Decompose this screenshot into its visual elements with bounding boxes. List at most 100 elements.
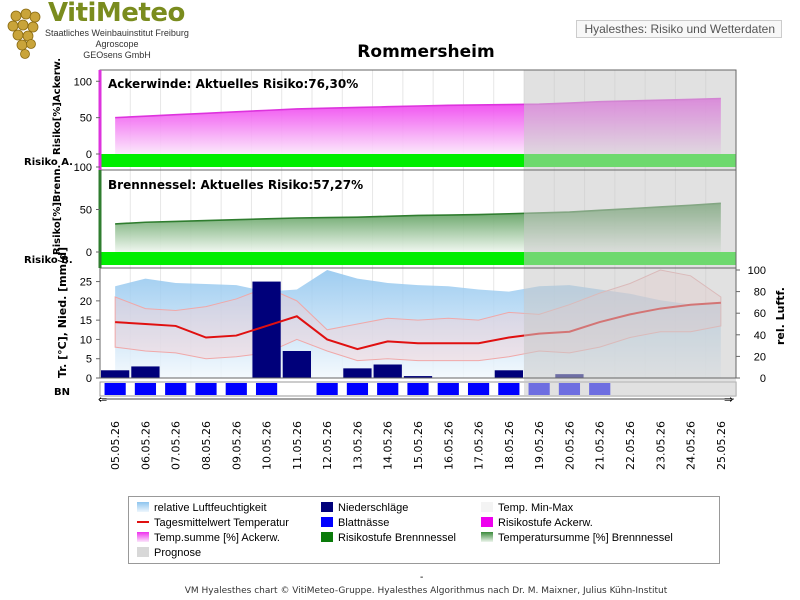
ackerwinde-panel-title: Ackerwinde: Aktuelles Risiko:76,30%: [108, 77, 358, 91]
scroll-left-icon: ⇐: [98, 393, 107, 406]
weather-ytick-right-label: 100: [748, 265, 766, 277]
date-tick-label: 07.05.26: [170, 421, 183, 470]
date-tick-label: 17.05.26: [473, 421, 486, 470]
prognose-overlay: [524, 70, 736, 396]
legend-item-humidity: relative Luftfeuchtigkeit: [137, 501, 267, 515]
date-tick-label: 20.05.26: [563, 421, 576, 470]
leafwet-mark-09.05.26: [225, 383, 247, 395]
date-tick-label: 23.05.26: [654, 421, 667, 470]
date-tick-label: 06.05.26: [139, 421, 152, 470]
legend-item-temp-mean: Tagesmittelwert Temperatur: [137, 516, 289, 530]
legend-label: Temp. Min-Max: [498, 502, 574, 514]
leafwet-mark-12.05.26: [316, 383, 338, 395]
date-tick-label: 08.05.26: [200, 421, 213, 470]
weather-ytick-left-label: 25: [80, 277, 92, 289]
brennnessel-ylabel: Risiko[%]Brenn.: [52, 165, 63, 255]
precip-bar-11.05.26: [282, 351, 311, 378]
precip-bar-15.05.26: [403, 376, 433, 378]
leafwet-mark-06.05.26: [134, 383, 157, 395]
ackerwinde-ylabel: Risiko[%]Ackerw.: [52, 58, 63, 155]
date-tick-label: 19.05.26: [533, 421, 546, 470]
brennnessel-ytick-label: 0: [86, 247, 92, 259]
weather-ytick-right-label: 80: [754, 287, 766, 299]
date-tick-label: 10.05.26: [261, 421, 274, 470]
precip-bar-06.05.26: [131, 366, 160, 378]
precip-bar-18.05.26: [494, 370, 523, 378]
legend-label: Temperatursumme [%] Brennnessel: [498, 532, 673, 544]
weather-ylabel-left: Tr. [°C], Nied. [mm/d]: [56, 247, 69, 378]
weather-ytick-left-label: 0: [86, 373, 92, 385]
legend-label: Risikostufe Ackerw.: [498, 517, 593, 529]
brennnessel-ytick-label: 50: [80, 205, 92, 217]
legend-item-leafwet: Blattnässe: [321, 516, 389, 530]
grape-icon: [7, 8, 41, 59]
leafwet-mark-16.05.26: [437, 383, 459, 395]
footer-copyright: VM Hyalesthes chart © VitiMeteo-Gruppe. …: [184, 586, 668, 596]
logo-name: VitiMeteo: [48, 0, 185, 28]
date-tick-label: 13.05.26: [351, 421, 364, 470]
legend-item-risk-ackerwinde: Risikostufe Ackerw.: [481, 516, 593, 530]
leafwet-row-label: BN: [54, 387, 70, 398]
station-title: Rommersheim: [357, 42, 495, 62]
weather-ytick-right-label: 0: [760, 373, 766, 385]
date-tick-label: 05.05.26: [109, 421, 122, 470]
weather-ytick-left-label: 10: [80, 334, 92, 346]
date-tick-label: 16.05.26: [442, 421, 455, 470]
legend-item-precip: Niederschläge: [321, 501, 408, 515]
legend-label: Prognose: [154, 547, 202, 559]
date-tick-label: 12.05.26: [321, 421, 334, 470]
scroll-right-icon: ⇒: [724, 393, 733, 406]
leafwet-mark-10.05.26: [255, 383, 278, 395]
legend-item-tempsum-brennnessel: Temperatursumme [%] Brennnessel: [481, 531, 673, 545]
precip-bar-13.05.26: [343, 368, 372, 378]
vitimeteo-logo: VitiMeteo Staatliches Weinbauinstitut Fr…: [4, 0, 204, 64]
date-tick-label: 25.05.26: [715, 421, 728, 470]
leafwet-mark-05.05.26: [104, 383, 126, 395]
date-tick-label: 09.05.26: [230, 421, 243, 470]
weather-ytick-left-label: 15: [80, 315, 92, 327]
legend-item-risk-brennnessel: Risikostufe Brennnessel: [321, 531, 456, 545]
legend-label: Temp.summe [%] Ackerw.: [154, 532, 280, 544]
logo-line-geosens: GEOsens GmbH: [83, 50, 151, 60]
leafwet-mark-07.05.26: [165, 383, 187, 395]
date-tick-label: 24.05.26: [685, 421, 698, 470]
leafwet-mark-17.05.26: [467, 383, 490, 395]
ackerwinde-row-label: Risiko A.: [24, 157, 73, 168]
brennnessel-row-label: Risiko B.: [24, 255, 73, 266]
weather-ytick-left-label: 20: [80, 296, 92, 308]
weather-ytick-right-label: 60: [754, 308, 766, 320]
date-tick-label: 15.05.26: [412, 421, 425, 470]
precip-bar-14.05.26: [373, 364, 402, 378]
date-tick-label: 22.05.26: [624, 421, 637, 470]
legend-item-tempsum-ackerwinde: Temp.summe [%] Ackerw.: [137, 531, 280, 545]
legend-label: Tagesmittelwert Temperatur: [154, 517, 289, 529]
date-tick-label: 11.05.26: [291, 421, 304, 470]
logo-line-agroscope: Agroscope: [95, 39, 139, 49]
weather-ytick-right-label: 20: [754, 351, 766, 363]
brennnessel-panel-title: Brennnessel: Aktuelles Risiko:57,27%: [108, 178, 363, 192]
leafwet-mark-08.05.26: [195, 383, 217, 395]
brennnessel-ytick-label: 100: [74, 162, 92, 174]
weather-panel-frame: [99, 267, 737, 379]
weather-ylabel-right: rel. Luftf.: [774, 287, 787, 345]
leafwet-mark-15.05.26: [407, 383, 429, 395]
weather-ytick-left-label: 5: [86, 354, 92, 366]
footer-dash: -: [420, 572, 424, 583]
legend: relative Luftfeuchtigkeit Niederschläge …: [128, 496, 720, 564]
chart-type-tab[interactable]: Hyalesthes: Risiko und Wetterdaten: [576, 20, 782, 38]
legend-item-prognose: Prognose: [137, 546, 201, 560]
logo-line-institute: Staatliches Weinbauinstitut Freiburg: [45, 28, 189, 38]
ackerwinde-ytick-label: 50: [80, 113, 92, 125]
legend-label: Risikostufe Brennnessel: [338, 532, 457, 544]
legend-label: relative Luftfeuchtigkeit: [154, 502, 267, 514]
leafwet-mark-18.05.26: [498, 383, 520, 395]
leafwet-mark-14.05.26: [377, 383, 399, 395]
weather-ytick-right-label: 40: [754, 330, 766, 342]
ackerwinde-ytick-label: 100: [74, 76, 92, 88]
date-tick-label: 21.05.26: [594, 421, 607, 470]
leafwet-mark-13.05.26: [346, 383, 369, 395]
precip-bar-05.05.26: [101, 370, 130, 378]
date-tick-label: 18.05.26: [503, 421, 516, 470]
date-tick-label: 14.05.26: [382, 421, 395, 470]
